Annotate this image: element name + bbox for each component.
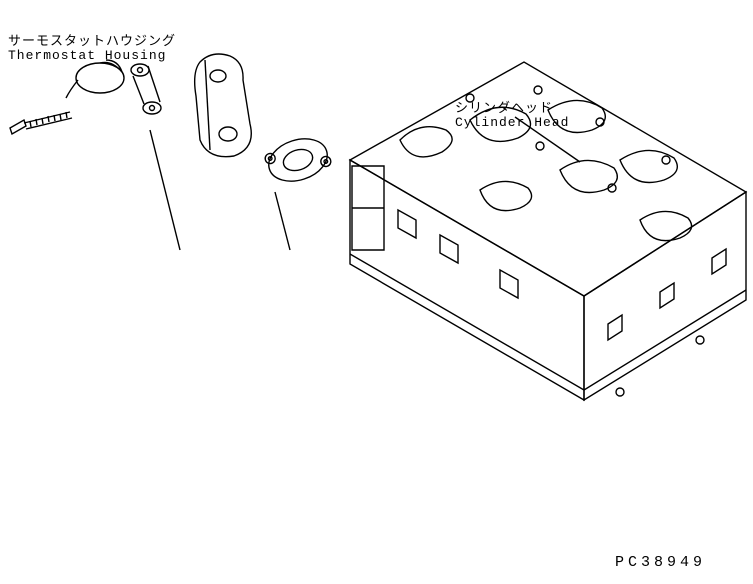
bolt-part	[10, 112, 72, 134]
leader-lines	[150, 117, 580, 250]
thermostat-housing-part	[66, 60, 161, 114]
gasket-part	[262, 131, 333, 188]
cylinder-head-part	[350, 62, 746, 400]
plate-part	[195, 54, 252, 157]
exploded-diagram	[0, 0, 753, 584]
